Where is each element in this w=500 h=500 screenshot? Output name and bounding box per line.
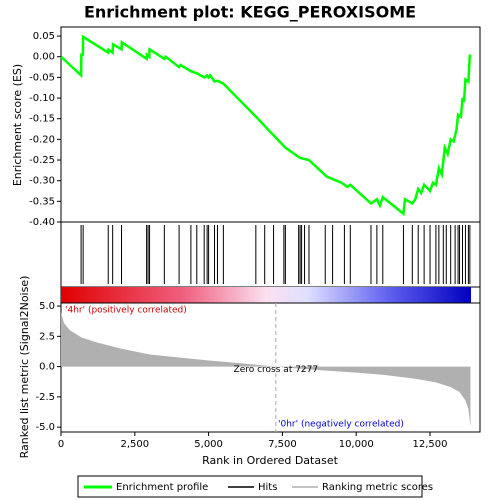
positive-label: '4hr' (positively correlated) [65,306,187,316]
y-tick-label: 5.0 [39,301,55,312]
y-tick-label: -0.10 [29,93,55,104]
y-tick-label: -0.15 [29,114,55,125]
legend: Enrichment profile Hits Ranking metric s… [77,475,433,498]
enrichment-line [60,34,472,217]
metric-area [61,312,471,428]
x-tick-label: 10,000 [339,439,374,450]
y-axis-label: Enrichment score (ES) [11,64,24,186]
x-tick-label: 7,500 [268,439,297,450]
x-tick-label: 5,000 [194,439,223,450]
color-bar [61,287,471,303]
legend-entry: Ranking metric scores [322,482,433,493]
y-tick-label: -0.30 [29,176,55,187]
y-tick-label: -0.35 [29,196,55,207]
y-tick-label: 0.05 [33,31,55,42]
legend-entry: Hits [258,482,277,493]
y-tick-label: -0.40 [29,217,55,228]
y-tick-label: 0.00 [33,52,55,63]
x-axis-label: Rank in Ordered Dataset [202,454,339,467]
y-tick-label: 2.5 [39,331,55,342]
y-axis-label: Ranked list metric (Signal2Noise) [18,276,31,459]
y-tick-label: -0.20 [29,134,55,145]
y-tick-label: 0.0 [39,362,55,373]
y-tick-label: -2.5 [35,392,55,403]
x-tick-label: 12,500 [413,439,448,450]
y-tick-label: -5.0 [35,422,55,433]
x-tick-label: 0 [58,439,64,450]
negative-label: '0hr' (negatively correlated) [278,420,404,430]
y-tick-label: -0.25 [29,155,55,166]
zero-cross-label: Zero cross at 7277 [234,365,319,375]
chart-title: Enrichment plot: KEGG_PEROXISOME [84,3,416,22]
legend-entry: Enrichment profile [116,482,208,493]
x-tick-label: 2,500 [120,439,149,450]
frame [60,26,481,433]
y-tick-label: -0.05 [29,72,55,83]
